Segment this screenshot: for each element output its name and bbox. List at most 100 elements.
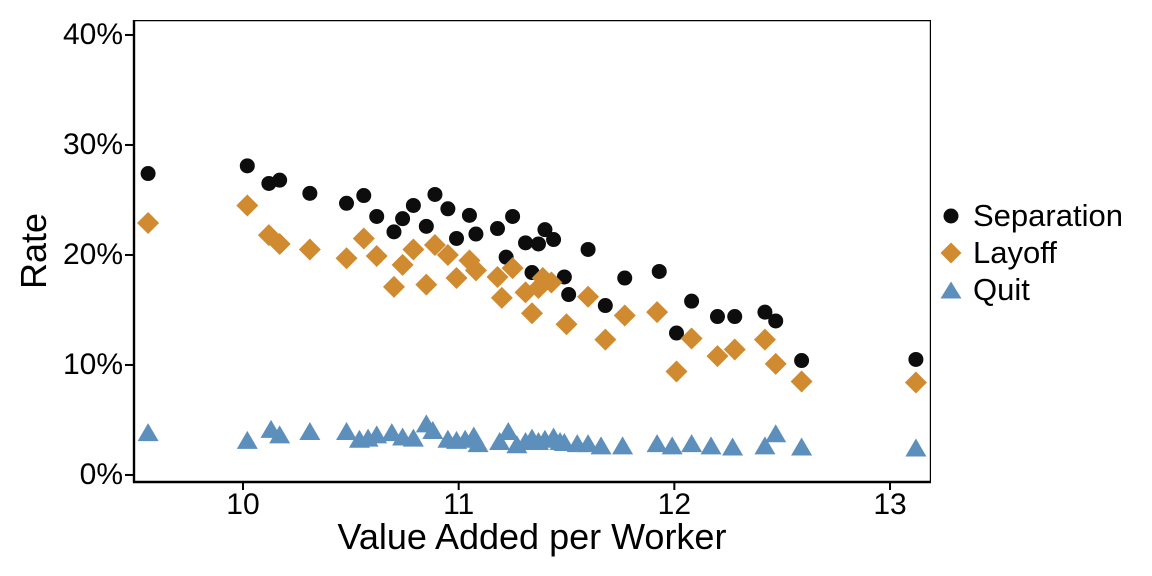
quit-point xyxy=(336,422,358,441)
quit-point xyxy=(905,438,927,457)
separation-point xyxy=(561,287,577,303)
layoff-point xyxy=(521,302,543,325)
layoff-point xyxy=(382,275,405,298)
y-tick-label: 20% xyxy=(62,237,123,271)
separation-point xyxy=(405,197,421,213)
separation-point xyxy=(440,201,456,217)
quit-point xyxy=(422,420,444,439)
layoff-point xyxy=(236,194,259,217)
layoff-point xyxy=(464,259,487,282)
separation-point xyxy=(418,218,434,234)
y-tick-label: 0% xyxy=(79,457,123,491)
legend-item-separation: Separation xyxy=(938,197,1123,234)
separation-point xyxy=(537,222,553,238)
layoff-point xyxy=(723,338,746,361)
layoff-point xyxy=(577,285,600,308)
legend: Separation Layoff Quit xyxy=(938,197,1123,308)
layoff-point xyxy=(540,271,563,294)
layoff-point xyxy=(268,232,291,255)
quit-point xyxy=(366,425,388,444)
separation-point xyxy=(386,224,402,240)
separation-point xyxy=(908,351,924,367)
layoff-point xyxy=(555,313,578,336)
triangle-marker-icon xyxy=(940,281,962,298)
legend-item-quit: Quit xyxy=(938,271,1123,308)
separation-point xyxy=(530,236,546,252)
separation-point xyxy=(768,313,784,329)
quit-point xyxy=(681,434,703,453)
layoff-point xyxy=(706,345,729,368)
quit-point xyxy=(137,423,159,442)
layoff-point xyxy=(436,243,459,266)
separation-point xyxy=(272,172,288,188)
circle-marker-icon xyxy=(943,208,959,223)
x-tick-label: 10 xyxy=(226,488,260,521)
quit-point xyxy=(497,422,519,441)
separation-point xyxy=(651,263,667,279)
layoff-point xyxy=(490,286,513,309)
layoff-point xyxy=(680,327,703,350)
separation-point xyxy=(546,232,562,248)
quit-point xyxy=(299,422,321,441)
quit-point xyxy=(402,428,424,447)
x-tick-label: 12 xyxy=(657,488,692,521)
separation-point xyxy=(597,298,613,314)
layoff-point xyxy=(613,304,636,327)
layoff-point xyxy=(423,234,446,257)
quit-point xyxy=(236,430,258,449)
quit-point xyxy=(467,434,489,453)
quit-point xyxy=(722,437,744,456)
separation-point xyxy=(461,207,477,223)
x-tick-label: 11 xyxy=(443,488,475,521)
quit-point xyxy=(765,424,787,443)
quit-point xyxy=(791,437,813,456)
layoff-point xyxy=(594,328,617,351)
separation-point xyxy=(369,208,385,224)
layoff-point xyxy=(501,257,524,280)
layoff-point xyxy=(445,267,468,290)
layoff-point xyxy=(665,360,688,383)
quit-point xyxy=(754,436,776,455)
separation-point xyxy=(302,185,318,201)
quit-point xyxy=(661,436,683,455)
separation-point xyxy=(489,221,505,237)
layoff-point xyxy=(764,352,787,375)
layoff-point xyxy=(352,227,375,250)
x-axis-title: Value Added per Worker xyxy=(337,516,727,557)
layoff-point xyxy=(298,238,321,261)
separation-point xyxy=(518,235,534,251)
x-tick-label: 13 xyxy=(873,488,907,521)
diamond-marker-icon xyxy=(940,242,962,263)
separation-point xyxy=(617,270,633,286)
y-tick-label: 30% xyxy=(62,127,123,161)
separation-point xyxy=(339,195,355,211)
legend-label: Layoff xyxy=(973,234,1057,270)
separation-point xyxy=(427,186,443,202)
layoff-point xyxy=(904,371,927,394)
quit-point xyxy=(553,433,575,452)
separation-point xyxy=(580,241,596,257)
quit-point xyxy=(489,431,511,450)
quit-point xyxy=(269,425,291,444)
layoff-point xyxy=(790,370,813,393)
separation-point xyxy=(794,353,810,369)
layoff-point xyxy=(137,212,160,235)
layoff-point xyxy=(415,273,438,296)
separation-point xyxy=(140,166,156,182)
quit-point xyxy=(646,434,668,453)
separation-point xyxy=(505,208,521,224)
legend-label: Quit xyxy=(973,271,1030,307)
separation-point xyxy=(684,293,700,309)
quit-point xyxy=(381,423,403,442)
legend-item-layoff: Layoff xyxy=(938,234,1123,271)
separation-point xyxy=(395,211,411,227)
layoff-point xyxy=(365,245,388,268)
quit-point xyxy=(590,436,612,455)
separation-point xyxy=(727,309,743,325)
separation-point xyxy=(239,158,255,174)
layoff-point xyxy=(646,301,669,324)
separation-point xyxy=(468,226,484,242)
layoff-point xyxy=(753,328,776,351)
